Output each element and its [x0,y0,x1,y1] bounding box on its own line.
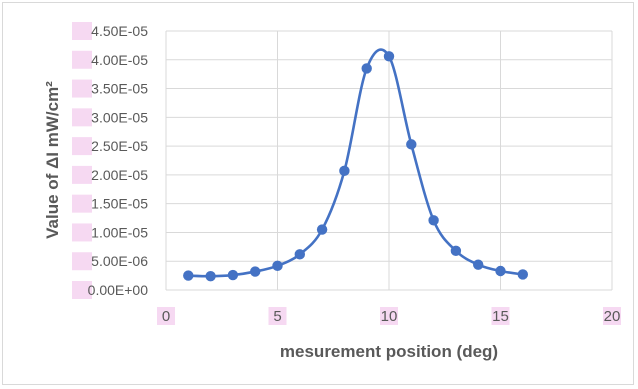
data-point [517,269,528,280]
data-point [361,63,372,74]
data-point [316,224,328,235]
data-point [294,249,305,260]
tick-highlight [268,307,287,325]
data-point [406,139,417,150]
y-tick-label: 5.00E-06 [91,253,148,269]
y-tick-label: 3.50E-05 [91,81,148,97]
data-point [183,270,194,281]
data-point [339,165,350,177]
y-axis-title: Value of ΔI mW/cm² [43,81,62,239]
tick-highlight [72,281,92,299]
y-tick-label: 1.50E-05 [91,196,148,212]
tick-highlight [72,252,92,271]
data-point [250,266,261,277]
x-tick-labels: 0 5 10 15 20 [162,308,621,325]
data-point [205,270,216,282]
tick-label-highlights [72,22,621,325]
series-line [188,48,523,278]
data-point [495,265,506,277]
tick-highlight [72,194,92,213]
data-point [227,269,239,281]
x-tick-label: 0 [162,308,170,325]
tick-highlight [72,79,92,98]
y-tick-label: 4.00E-05 [91,52,148,68]
gridlines [165,30,613,291]
tick-highlight [603,307,621,325]
x-tick-label: 10 [381,308,398,325]
tick-highlight [72,22,92,40]
tick-highlight [72,137,92,156]
tick-highlight [72,165,92,184]
chart-frame [2,2,634,385]
tick-highlight [72,223,92,242]
data-point [272,260,283,272]
x-tick-label: 5 [273,308,281,325]
data-point [383,51,395,62]
y-tick-label: 4.50E-05 [91,23,148,39]
y-tick-label: 2.50E-05 [91,138,148,154]
tick-highlight [72,50,92,69]
data-points [183,51,528,282]
tick-highlight [491,307,510,325]
y-tick-label: 1.00E-05 [91,224,148,240]
y-tick-label: 2.00E-05 [91,167,148,183]
x-tick-label: 20 [604,308,621,325]
y-tick-label: 3.00E-05 [91,109,148,125]
tick-highlight [380,307,398,325]
data-point [450,245,462,257]
tick-highlight [157,307,175,325]
data-point [428,215,439,226]
x-tick-label: 15 [492,308,509,325]
y-tick-labels: 0.00E+00 5.00E-06 1.00E-05 1.50E-05 2.00E-05… [88,23,149,298]
x-axis-title: mesurement position (deg) [280,342,498,361]
tick-highlight [72,108,92,127]
data-point [473,259,484,270]
y-tick-label: 0.00E+00 [88,282,149,298]
